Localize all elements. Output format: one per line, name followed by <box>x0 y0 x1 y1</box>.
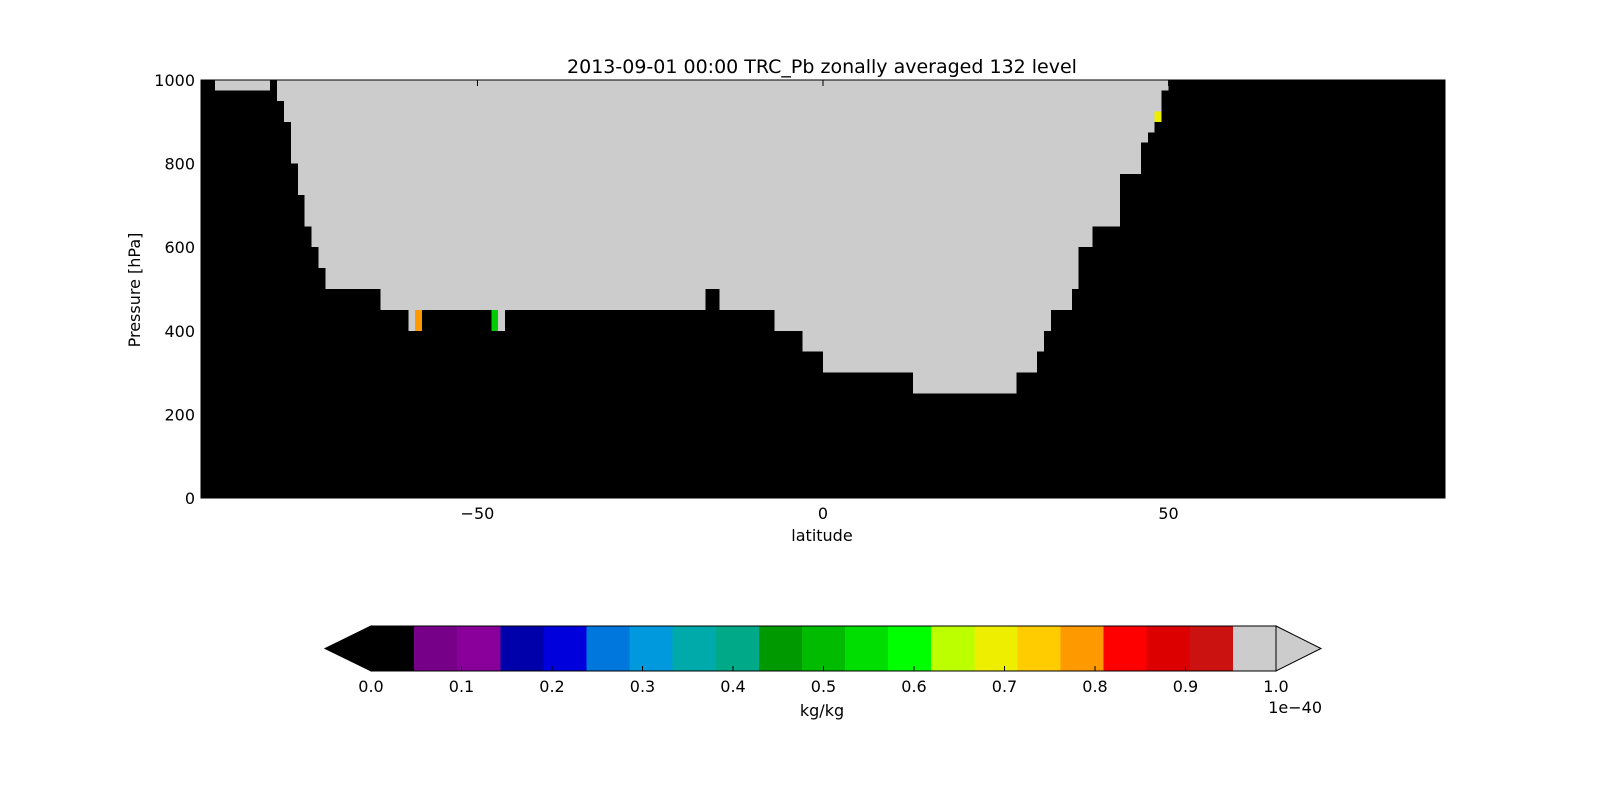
field-region-cell <box>705 80 720 289</box>
colorbar-label: kg/kg <box>800 701 844 720</box>
x-tick-label: 50 <box>1158 504 1178 523</box>
colorbar-tick-label: 0.7 <box>992 677 1017 696</box>
colorbar-tick-label: 0.5 <box>811 677 836 696</box>
colorbar-under-extension <box>323 625 372 672</box>
colorbar-bin <box>888 626 932 671</box>
field-region-cell <box>304 80 312 227</box>
field-black-bump <box>705 289 720 310</box>
colorbar-bin <box>586 626 631 671</box>
field-region-cell <box>283 80 291 122</box>
colorbar-tick-label: 0.2 <box>539 677 564 696</box>
field-region-cell <box>380 80 409 310</box>
field-region-cell <box>774 80 803 331</box>
field-region-cell <box>1051 80 1072 310</box>
colorbar-bin <box>1017 626 1062 671</box>
colorbar-bin <box>414 626 458 671</box>
colorbar-bin <box>371 626 415 671</box>
field-value-cell <box>491 309 499 331</box>
field-region-cell <box>802 80 823 352</box>
field-region-cell <box>297 80 305 195</box>
colorbar-bin <box>845 626 889 671</box>
plot-area <box>200 79 1446 499</box>
colorbar-bin <box>758 626 803 671</box>
colorbar-scale-label: 1e−40 <box>1268 698 1322 717</box>
field-region-cell <box>1161 80 1169 91</box>
colorbar-bin <box>801 626 846 671</box>
colorbar-tick-label: 0.0 <box>358 677 383 696</box>
colorbar-tick-label: 0.3 <box>630 677 655 696</box>
field-region-cell <box>1016 80 1038 373</box>
field-region-cell <box>1154 80 1162 122</box>
x-tick-label: 0 <box>818 504 828 523</box>
field-region-cell <box>1037 80 1045 352</box>
colorbar-bin <box>543 626 587 671</box>
colorbar-over-extension <box>1275 625 1323 672</box>
field-region-cell <box>1071 80 1079 289</box>
colorbar-bin <box>1060 626 1105 671</box>
field-region-cell <box>1120 80 1141 175</box>
colorbar-bin <box>1103 626 1148 671</box>
y-tick-label: 1000 <box>154 71 195 90</box>
field-region-cell <box>214 80 271 91</box>
field-region-cell <box>277 80 284 101</box>
y-tick-label: 600 <box>164 238 195 257</box>
colorbar-bin <box>1146 626 1191 671</box>
field-region-cell <box>1147 80 1155 133</box>
field-region-cell <box>912 80 1017 394</box>
field-region-cell <box>505 80 706 310</box>
y-tick-label: 200 <box>164 405 195 424</box>
colorbar-bin <box>1189 626 1234 671</box>
field-region-cell <box>415 80 423 331</box>
colorbar-tick-label: 0.8 <box>1082 677 1107 696</box>
field-region-cell <box>311 80 319 248</box>
field-value-cell <box>415 309 423 331</box>
colorbar-bin <box>672 626 717 671</box>
field-region-cell <box>719 80 775 310</box>
x-axis-label: latitude <box>791 526 852 545</box>
field-region-cell <box>491 80 506 331</box>
y-tick-label: 400 <box>164 322 195 341</box>
y-tick-label: 0 <box>185 489 195 508</box>
field-region-cell <box>1044 80 1052 331</box>
colorbar-bin <box>1232 626 1277 671</box>
field-region-cell <box>408 80 416 331</box>
y-axis-label: Pressure [hPa] <box>125 233 144 348</box>
colorbar-bin <box>629 626 674 671</box>
x-axis: −50 0 50 <box>461 80 1179 523</box>
y-tick-label: 800 <box>164 155 195 174</box>
colorbar-tick-label: 0.1 <box>449 677 474 696</box>
chart-title: 2013-09-01 00:00 TRC_Pb zonally averaged… <box>567 56 1077 78</box>
field-region-cell <box>1140 80 1148 143</box>
colorbar-bin <box>457 626 501 671</box>
field-region-cell <box>290 80 298 164</box>
colorbar <box>323 625 1323 672</box>
field-black-notch <box>270 80 278 91</box>
field-region-cell <box>1078 80 1093 248</box>
x-tick-label: −50 <box>461 504 495 523</box>
field-region-cell <box>325 80 381 289</box>
field-value-cell <box>1154 111 1162 122</box>
field-region-cell <box>823 80 913 373</box>
colorbar-tick-label: 0.9 <box>1173 677 1198 696</box>
field-region-cell <box>422 80 492 310</box>
colorbar-bin <box>931 626 975 671</box>
colorbar-tick-label: 1.0 <box>1263 677 1288 696</box>
colorbar-ticks: 0.0 0.1 0.2 0.3 0.4 0.5 0.6 0.7 0.8 0.9 1.0 <box>358 666 1289 696</box>
colorbar-bin <box>500 626 544 671</box>
field-region-cell <box>318 80 326 269</box>
colorbar-tick-label: 0.6 <box>901 677 926 696</box>
colorbar-tick-label: 0.4 <box>720 677 745 696</box>
field-region-cell <box>1092 80 1121 227</box>
colorbar-bin <box>715 626 760 671</box>
colorbar-bin <box>974 626 1018 671</box>
y-axis: 0 200 400 600 800 1000 <box>154 71 1445 508</box>
